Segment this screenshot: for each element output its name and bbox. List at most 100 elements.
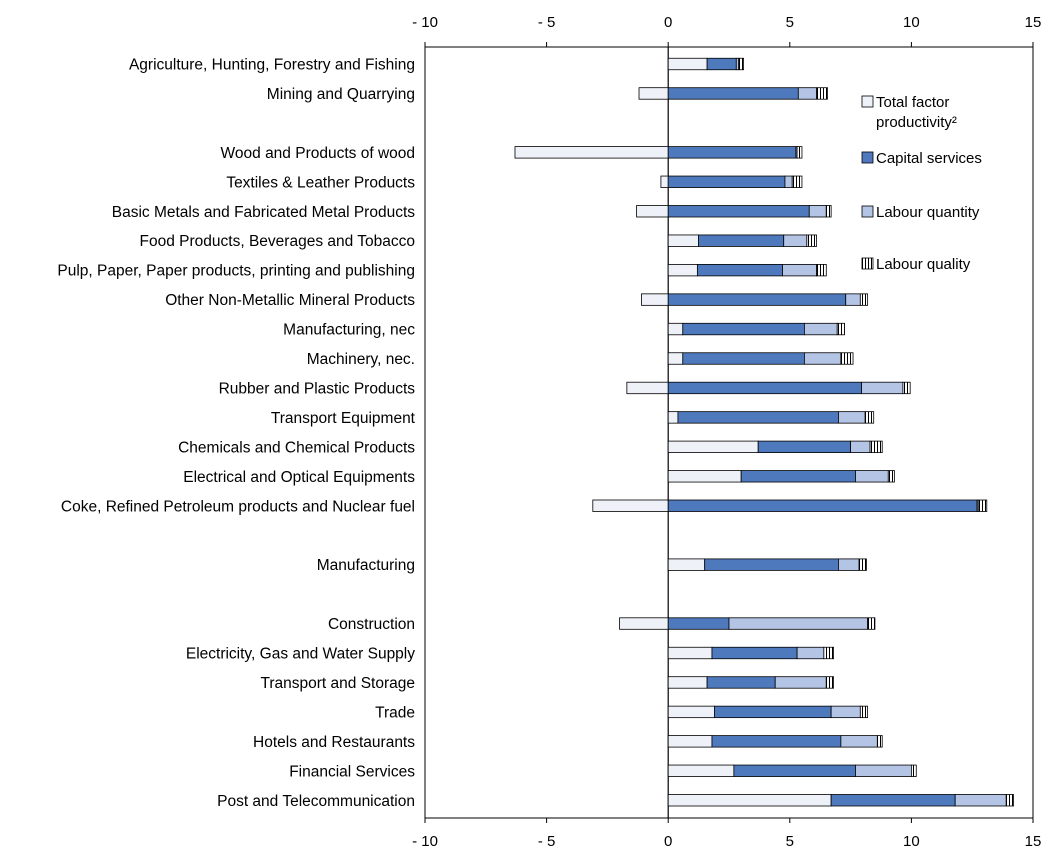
bar-segment <box>954 794 1007 807</box>
bottom-tick-label: 10 <box>903 833 920 850</box>
bar-segment <box>902 381 911 395</box>
bars <box>514 57 1014 807</box>
bar-segment <box>911 764 917 777</box>
bar-segment <box>740 470 856 483</box>
bar-segment <box>711 646 798 660</box>
bar-segment <box>845 293 861 306</box>
bar-segment <box>626 381 669 395</box>
bar-segment <box>782 263 817 277</box>
bar-segment <box>977 499 988 512</box>
category-label: Manufacturing, nec <box>283 322 415 339</box>
legend-swatch <box>861 205 874 218</box>
bar-segment <box>696 263 783 277</box>
bar-segment <box>667 705 715 719</box>
plot-border <box>424 46 1034 819</box>
bar-segment <box>667 87 799 100</box>
bar-segment <box>859 705 869 719</box>
legend-label: Capital services <box>876 150 982 167</box>
category-label: Basic Metals and Fabricated Metal Produc… <box>112 204 415 221</box>
category-label: Rubber and Plastic Products <box>219 380 416 397</box>
bar-segment <box>711 735 842 748</box>
category-label: Electrical and Optical Equipments <box>183 469 415 486</box>
bar-segment <box>667 175 786 188</box>
category-label: Pulp, Paper, Paper products, printing an… <box>57 263 415 280</box>
bar-segment <box>861 381 904 395</box>
bar-segment <box>816 263 827 277</box>
bar-segment <box>667 352 684 365</box>
bar-segment <box>830 705 861 719</box>
category-label: Electricity, Gas and Water Supply <box>186 646 415 663</box>
top-tick-label: 0 <box>664 14 672 31</box>
bar-segment <box>836 322 845 336</box>
top-tick-label: - 10 <box>412 14 438 31</box>
category-label: Transport and Storage <box>260 675 415 692</box>
bar-segment <box>706 676 776 689</box>
bar-segment <box>876 735 883 748</box>
bar-segment <box>636 205 669 218</box>
bar-segment <box>803 352 842 365</box>
bar-segment <box>698 234 785 247</box>
bar-segment <box>783 234 808 247</box>
legend-label: Labour quantity <box>876 204 980 221</box>
bar-segment <box>1005 794 1014 807</box>
category-label: Hotels and Restaurants <box>253 734 415 751</box>
top-tick-label: 5 <box>786 14 794 31</box>
bar-segment <box>869 440 883 454</box>
legend-swatch <box>861 151 874 164</box>
category-label: Chemicals and Chemical Products <box>178 439 415 456</box>
legend-label: Labour quality <box>876 256 971 273</box>
bottom-tick-label: 5 <box>786 833 794 850</box>
category-label: Agriculture, Hunting, Forestry and Fishi… <box>129 57 415 74</box>
bar-segment <box>667 735 713 748</box>
bar-segment <box>816 87 828 100</box>
top-tick-label: 15 <box>1025 14 1042 31</box>
bar-segment <box>641 293 669 306</box>
category-label: Other Non-Metallic Mineral Products <box>165 292 415 309</box>
bar-segment <box>704 558 839 571</box>
bar-segment <box>667 381 862 395</box>
bar-segment <box>638 87 669 100</box>
bar-segment <box>825 205 832 218</box>
category-label: Trade <box>375 704 415 721</box>
bar-segment <box>733 764 856 777</box>
bottom-tick-label: - 5 <box>538 833 556 850</box>
bar-segment <box>840 352 854 365</box>
category-labels: Agriculture, Hunting, Forestry and Fishi… <box>57 57 415 810</box>
bottom-tick-label: 0 <box>664 833 672 850</box>
bar-segment <box>803 322 838 336</box>
bar-segment <box>858 558 867 571</box>
bar-segment <box>667 411 679 424</box>
bar-segment <box>667 57 708 71</box>
bar-segment <box>714 705 832 719</box>
bar-segment <box>667 764 735 777</box>
bar-segment <box>677 411 839 424</box>
top-tick-label: - 5 <box>538 14 556 31</box>
bar-segment <box>514 146 669 159</box>
bar-segment <box>667 617 730 630</box>
bar-segment <box>667 322 684 336</box>
bar-segment <box>757 440 852 454</box>
legend-label: Total factor <box>876 94 949 111</box>
bar-segment <box>838 558 860 571</box>
bar-segment <box>850 440 871 454</box>
category-label: Construction <box>328 616 415 633</box>
bar-segment <box>774 676 827 689</box>
bar-segment <box>825 676 834 689</box>
bar-segment <box>738 57 744 71</box>
top-tick-label: 10 <box>903 14 920 31</box>
bar-segment <box>823 646 834 660</box>
bar-segment <box>592 499 669 512</box>
category-label: Financial Services <box>289 763 415 780</box>
bar-segment <box>855 470 889 483</box>
bar-segment <box>667 499 978 512</box>
bar-segment <box>830 794 956 807</box>
category-label: Post and Telecommunication <box>217 793 415 810</box>
category-label: Coke, Refined Petroleum products and Nuc… <box>61 498 415 515</box>
bar-segment <box>667 146 797 159</box>
top-axis: - 10 - 5 0 5 10 15 <box>412 14 1041 47</box>
bar-segment <box>864 411 875 424</box>
bar-segment <box>808 205 827 218</box>
bar-segment <box>619 617 669 630</box>
bar-segment <box>667 676 708 689</box>
